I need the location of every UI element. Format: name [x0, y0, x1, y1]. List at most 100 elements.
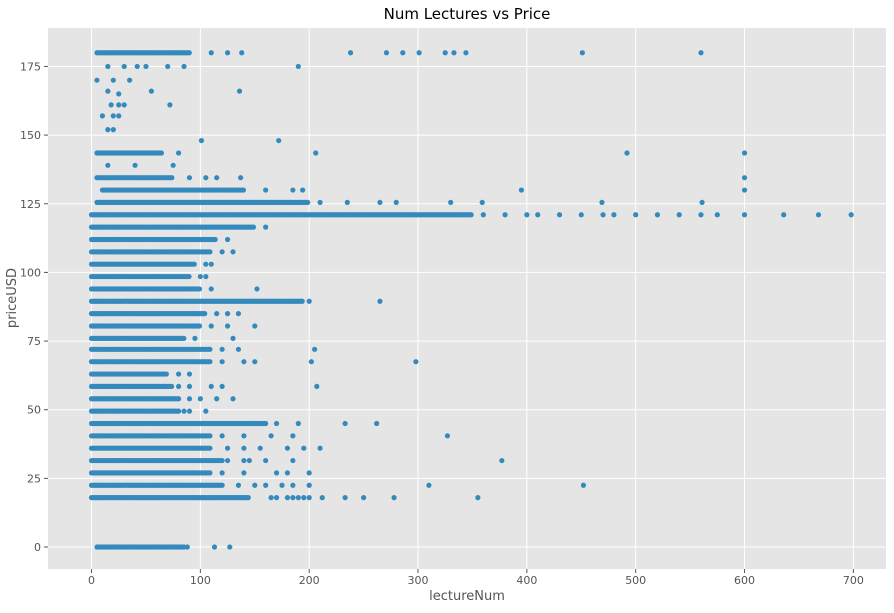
- data-point: [167, 102, 173, 108]
- data-point: [254, 286, 260, 292]
- data-point: [239, 50, 245, 56]
- data-point: [207, 433, 213, 439]
- data-point: [781, 212, 787, 218]
- data-point: [238, 175, 244, 181]
- data-point: [212, 236, 218, 243]
- data-point: [116, 102, 122, 108]
- y-tick-label: 0: [34, 541, 41, 554]
- data-point: [290, 482, 296, 488]
- data-point: [207, 346, 213, 352]
- data-point: [342, 420, 348, 427]
- data-point: [699, 199, 705, 206]
- data-point: [246, 457, 252, 464]
- data-point: [284, 470, 291, 476]
- data-point: [219, 359, 225, 365]
- data-point: [230, 396, 236, 402]
- data-point: [230, 335, 236, 341]
- data-point: [105, 88, 111, 94]
- data-point: [176, 408, 182, 414]
- data-point: [611, 212, 617, 218]
- data-point: [227, 544, 233, 550]
- data-point: [176, 396, 182, 402]
- x-tick-label: 400: [516, 574, 537, 587]
- data-point: [580, 482, 587, 488]
- data-point: [290, 457, 296, 464]
- data-point: [448, 199, 454, 206]
- data-point: [208, 261, 214, 267]
- data-point: [319, 495, 325, 501]
- chart-title: Num Lectures vs Price: [384, 5, 551, 23]
- data-point: [676, 212, 682, 218]
- data-point: [413, 359, 419, 365]
- data-point: [176, 150, 182, 156]
- data-point: [197, 273, 203, 280]
- data-point: [290, 433, 296, 439]
- data-point: [241, 445, 247, 451]
- data-point: [121, 102, 127, 108]
- data-point: [230, 249, 236, 255]
- data-point: [148, 88, 154, 94]
- data-point: [214, 311, 220, 317]
- data-point: [848, 212, 854, 218]
- y-axis-ticks: 0 25 50 75 100 125 150 175: [20, 60, 48, 554]
- data-point: [633, 212, 639, 218]
- data-point: [186, 50, 192, 56]
- data-point: [105, 63, 111, 70]
- data-point: [176, 371, 182, 377]
- data-point: [219, 470, 225, 476]
- data-point: [306, 470, 312, 476]
- data-point: [624, 150, 630, 156]
- data-point: [290, 495, 296, 501]
- data-point: [273, 495, 280, 501]
- data-point: [245, 495, 251, 501]
- data-point: [295, 420, 301, 427]
- data-point: [241, 359, 247, 365]
- data-point: [224, 50, 231, 56]
- data-point: [110, 77, 116, 83]
- data-point: [236, 88, 243, 94]
- data-point: [268, 495, 274, 501]
- data-point: [184, 544, 190, 550]
- data-point: [263, 224, 269, 230]
- x-tick-label: 500: [625, 574, 646, 587]
- data-point: [305, 199, 311, 206]
- data-point: [219, 433, 225, 439]
- data-point: [301, 495, 307, 501]
- y-tick-label: 175: [20, 60, 41, 73]
- data-point: [224, 311, 231, 317]
- data-point: [181, 408, 187, 414]
- data-point: [219, 457, 225, 464]
- data-point: [170, 162, 176, 168]
- data-point: [219, 383, 225, 390]
- data-point: [211, 544, 218, 550]
- data-point: [308, 359, 314, 365]
- data-point: [741, 150, 748, 156]
- data-point: [207, 359, 213, 365]
- y-axis-label: priceUSD: [5, 268, 20, 328]
- data-point: [306, 495, 312, 501]
- data-point: [257, 445, 263, 451]
- data-point: [295, 63, 301, 70]
- data-point: [176, 383, 182, 390]
- data-point: [451, 50, 457, 56]
- data-point: [235, 311, 242, 317]
- y-tick-label: 25: [27, 472, 41, 485]
- data-point: [127, 77, 133, 83]
- data-point: [169, 383, 175, 390]
- data-point: [186, 408, 193, 414]
- data-point: [263, 420, 269, 427]
- data-point: [393, 199, 399, 206]
- data-point: [556, 212, 563, 218]
- y-tick-label: 125: [20, 198, 41, 211]
- data-point: [499, 457, 505, 464]
- data-point: [468, 212, 474, 218]
- data-point: [524, 212, 530, 218]
- data-point: [108, 102, 114, 108]
- data-point: [741, 175, 748, 181]
- data-point: [203, 408, 209, 414]
- data-point: [714, 212, 720, 218]
- data-point: [250, 224, 257, 230]
- data-point: [317, 199, 323, 206]
- plot-background: [48, 28, 886, 569]
